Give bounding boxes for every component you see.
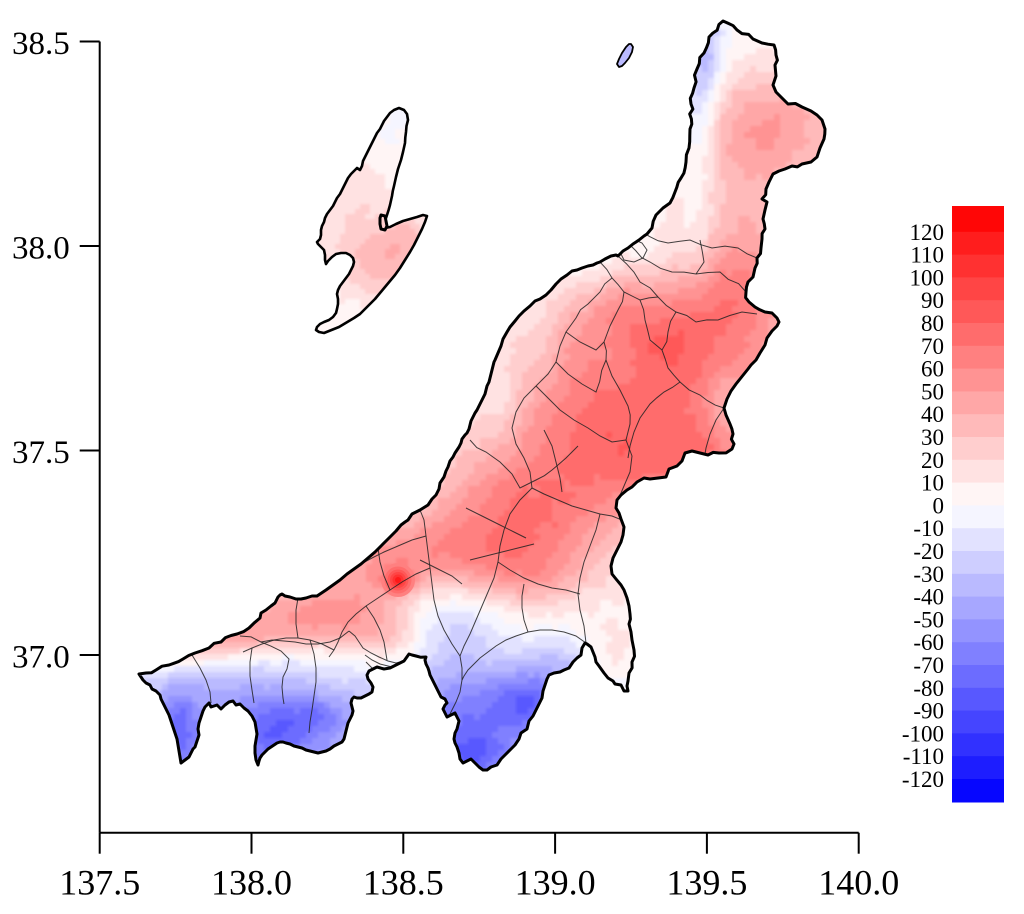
svg-text:137.5: 137.5 [59,863,140,903]
svg-text:20: 20 [921,448,944,473]
svg-text:138.5: 138.5 [363,863,444,903]
svg-text:38.5: 38.5 [12,26,70,62]
svg-text:-60: -60 [913,630,944,655]
svg-text:80: 80 [921,311,944,336]
svg-text:139.5: 139.5 [666,863,747,903]
svg-text:138.0: 138.0 [211,863,292,903]
svg-text:-20: -20 [913,539,944,564]
svg-text:100: 100 [910,265,945,290]
svg-text:37.5: 37.5 [12,435,70,471]
svg-text:-100: -100 [902,721,944,746]
svg-text:-40: -40 [913,585,944,610]
svg-text:120: 120 [910,220,945,245]
svg-text:30: 30 [921,425,944,450]
svg-text:-50: -50 [913,607,944,632]
svg-text:-10: -10 [913,516,944,541]
svg-text:-80: -80 [913,676,944,701]
svg-text:140.0: 140.0 [818,863,899,903]
svg-text:-90: -90 [913,699,944,724]
svg-text:110: 110 [910,243,944,268]
svg-text:-110: -110 [903,744,944,769]
svg-text:-120: -120 [902,767,944,792]
svg-text:37.0: 37.0 [12,640,70,676]
svg-text:-30: -30 [913,562,944,587]
svg-text:70: 70 [921,334,944,359]
svg-text:40: 40 [921,402,944,427]
svg-text:50: 50 [921,379,944,404]
svg-text:139.0: 139.0 [515,863,596,903]
svg-text:60: 60 [921,357,944,382]
svg-text:0: 0 [933,493,945,518]
svg-text:10: 10 [921,471,944,496]
svg-text:38.0: 38.0 [12,231,70,267]
svg-text:90: 90 [921,288,944,313]
svg-text:-70: -70 [913,653,944,678]
